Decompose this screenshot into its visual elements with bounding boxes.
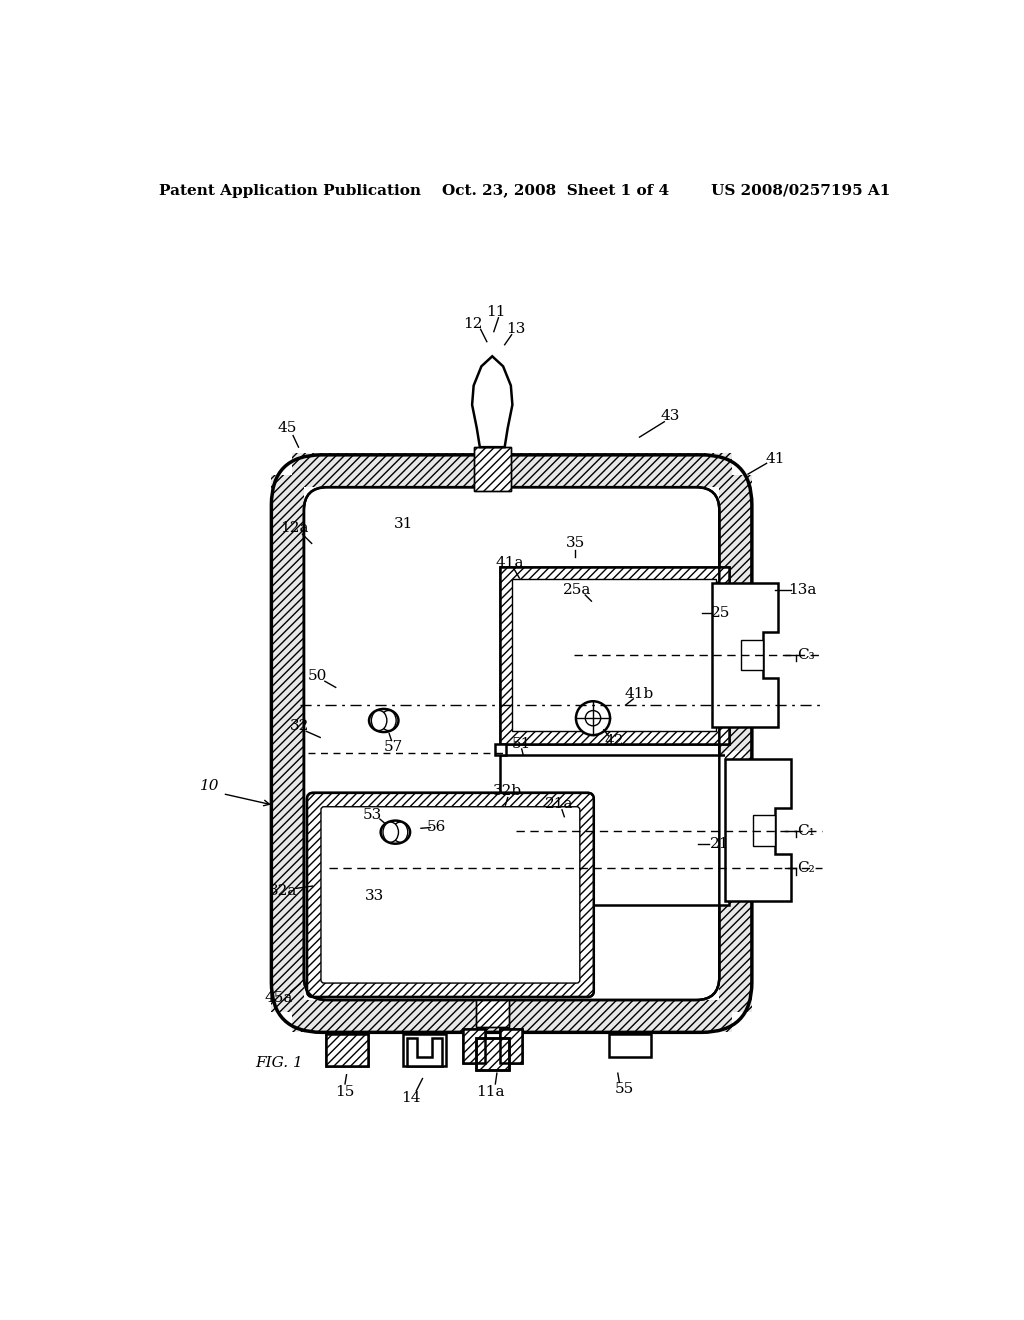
Text: 35: 35 (565, 536, 585, 550)
Polygon shape (472, 356, 512, 447)
Bar (512, 579, 716, 731)
Text: C₃: C₃ (798, 648, 815, 663)
Bar (310, 793, 591, 807)
Bar (500, 566, 512, 743)
Text: 45: 45 (278, 421, 297, 434)
Bar (500, 1028, 521, 1063)
Bar (326, 1034, 369, 1067)
FancyBboxPatch shape (321, 807, 580, 983)
Text: 41a: 41a (495, 556, 523, 570)
Bar (500, 566, 729, 579)
Text: 12: 12 (463, 317, 482, 331)
Text: C₂: C₂ (798, 862, 815, 875)
Text: 31: 31 (393, 517, 413, 531)
Circle shape (575, 701, 610, 735)
Bar (500, 566, 729, 743)
Text: 25a: 25a (563, 582, 592, 597)
Text: 32b: 32b (494, 784, 522, 799)
Bar (741, 640, 763, 671)
Text: C₁: C₁ (798, 824, 815, 838)
Text: 51: 51 (512, 737, 531, 751)
Polygon shape (713, 582, 778, 727)
Ellipse shape (381, 821, 410, 843)
Text: 56: 56 (427, 820, 446, 834)
Text: 43: 43 (660, 409, 680, 424)
Text: 41: 41 (765, 451, 784, 466)
Bar (496, 743, 506, 755)
Text: 12a: 12a (281, 521, 309, 535)
Bar (292, 453, 732, 487)
Bar (403, 1034, 445, 1067)
Bar (476, 1001, 509, 1027)
Bar (716, 566, 729, 743)
FancyBboxPatch shape (307, 793, 594, 997)
Text: 25: 25 (712, 606, 730, 619)
Text: 33: 33 (365, 890, 384, 903)
Text: 45a: 45a (265, 991, 293, 1005)
Text: 53: 53 (362, 808, 382, 822)
Bar (754, 816, 775, 846)
Bar (725, 751, 746, 759)
Text: 41b: 41b (625, 686, 654, 701)
Text: 50: 50 (308, 669, 328, 682)
Text: FIG. 1: FIG. 1 (255, 1056, 303, 1071)
Text: 11: 11 (486, 305, 506, 319)
Bar (463, 1028, 484, 1063)
Text: 10: 10 (200, 779, 219, 793)
Text: 57: 57 (383, 739, 402, 754)
Bar (476, 1038, 509, 1071)
Text: 55: 55 (614, 1081, 634, 1096)
Polygon shape (725, 759, 791, 902)
Bar (326, 1034, 369, 1067)
Bar (580, 796, 594, 994)
Text: 32a: 32a (269, 884, 297, 899)
Text: 15: 15 (335, 1085, 354, 1098)
Text: 14: 14 (401, 1090, 421, 1105)
Text: 11a: 11a (476, 1085, 504, 1098)
Bar (307, 796, 321, 994)
Bar (476, 1038, 509, 1071)
Text: 13a: 13a (788, 582, 816, 597)
Bar (500, 566, 729, 743)
Text: 21: 21 (710, 837, 729, 850)
Text: 32: 32 (291, 719, 309, 733)
Circle shape (586, 710, 601, 726)
Text: 42: 42 (605, 734, 625, 748)
Bar (271, 475, 304, 1012)
FancyBboxPatch shape (304, 487, 719, 1001)
Bar (326, 1034, 369, 1067)
Bar (719, 475, 752, 1012)
Bar (463, 1028, 484, 1063)
Ellipse shape (392, 822, 408, 842)
Text: Patent Application Publication    Oct. 23, 2008  Sheet 1 of 4        US 2008/025: Patent Application Publication Oct. 23, … (159, 183, 891, 198)
Bar (292, 1001, 732, 1032)
Ellipse shape (381, 710, 396, 730)
Bar (608, 1034, 651, 1057)
Bar (474, 447, 511, 491)
Bar (476, 1001, 509, 1027)
Ellipse shape (383, 822, 398, 842)
Ellipse shape (369, 709, 398, 733)
Text: 21a: 21a (545, 797, 573, 810)
Bar (500, 1028, 521, 1063)
Text: 13: 13 (506, 322, 525, 337)
Polygon shape (407, 1038, 442, 1067)
Bar (474, 447, 511, 491)
Bar (310, 983, 591, 997)
Bar (500, 1028, 521, 1063)
Ellipse shape (372, 710, 387, 730)
Bar (500, 731, 729, 743)
Bar (500, 755, 729, 906)
Bar (463, 1028, 484, 1063)
